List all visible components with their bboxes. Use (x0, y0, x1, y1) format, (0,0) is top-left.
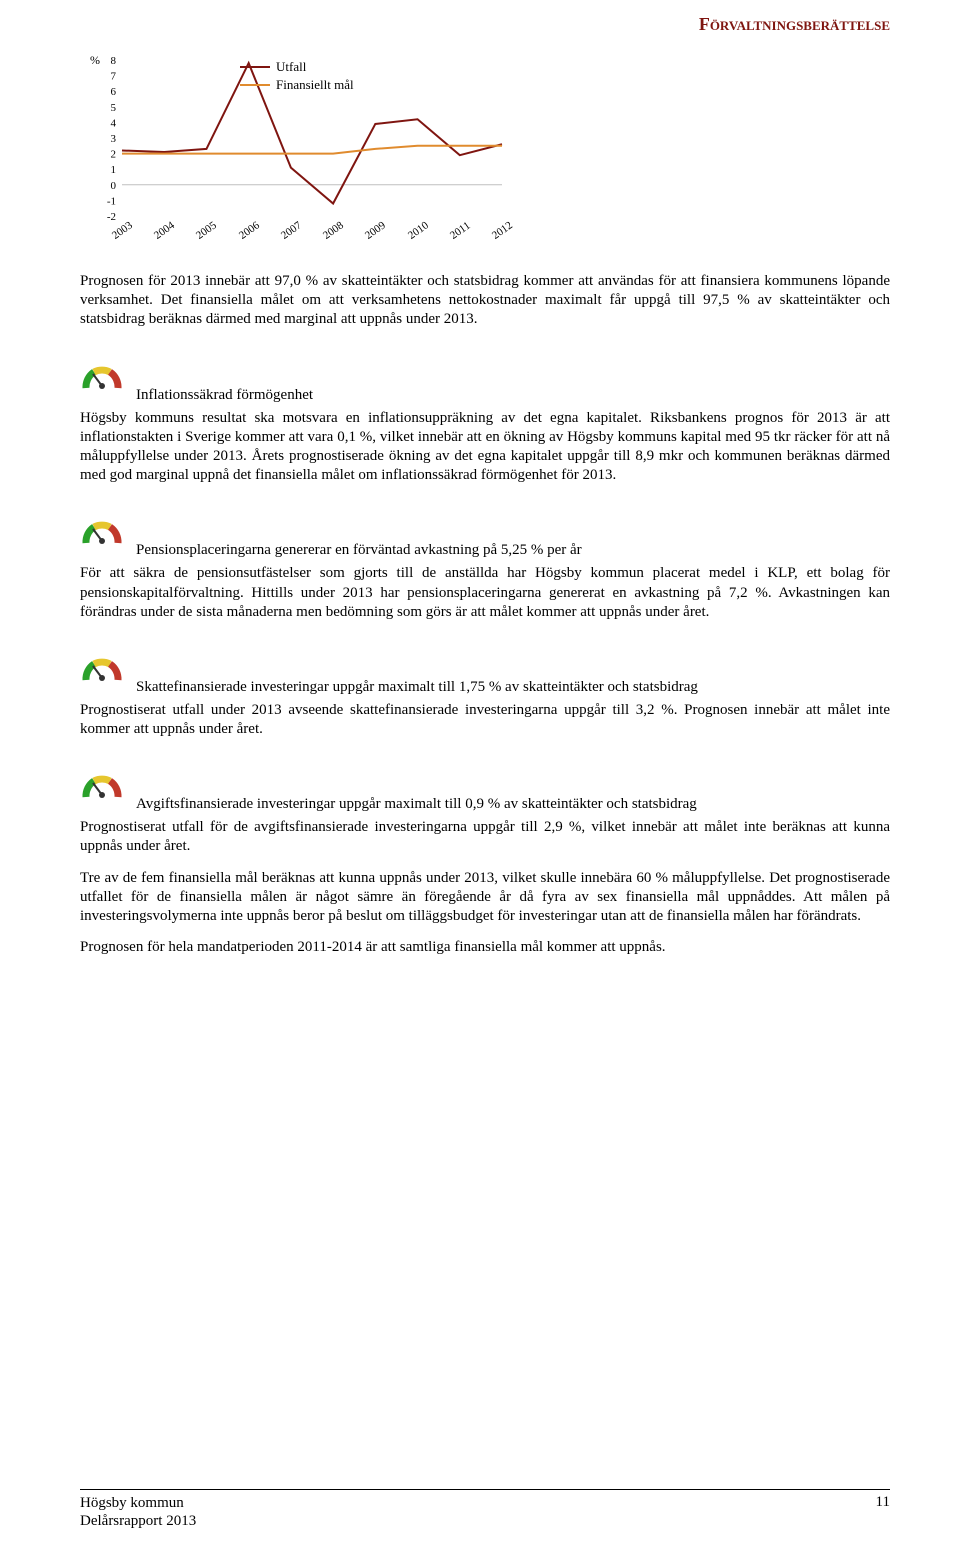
gauge-icon-wrap (80, 511, 124, 560)
svg-text:6: 6 (111, 86, 117, 98)
paragraph-after-chart: Prognosen för 2013 innebär att 97,0 % av… (80, 272, 890, 330)
goal-body: Prognostiserat utfall under 2013 avseend… (80, 701, 890, 739)
gauge-icon (80, 511, 124, 555)
svg-text:4: 4 (111, 117, 117, 129)
gauge-icon-wrap (80, 648, 124, 697)
svg-text:5: 5 (111, 102, 117, 114)
gauge-icon-wrap (80, 765, 124, 814)
gauge-icon (80, 356, 124, 400)
legend-label-mal: Finansiellt mål (276, 77, 354, 93)
svg-text:-1: -1 (107, 195, 116, 207)
gauge-icon (80, 648, 124, 692)
svg-text:8: 8 (111, 55, 117, 67)
goal-section: Inflationssäkrad förmögenhet (80, 356, 890, 405)
goal-section: Skattefinansierade investeringar uppgår … (80, 648, 890, 697)
footer-page-number: 11 (876, 1494, 890, 1511)
goal-title: Pensionsplaceringarna genererar en förvä… (136, 542, 582, 560)
goal-body: Högsby kommuns resultat ska motsvara en … (80, 409, 890, 486)
legend-swatch-utfall (240, 66, 270, 68)
footer-org: Högsby kommun (80, 1495, 184, 1511)
legend-label-utfall: Utfall (276, 59, 306, 75)
gauge-icon (80, 765, 124, 809)
svg-text:3: 3 (111, 133, 117, 145)
svg-text:1: 1 (111, 164, 117, 176)
goal-body: För att säkra de pensionsutfästelser som… (80, 564, 890, 622)
svg-text:7: 7 (111, 71, 117, 83)
goal-title: Avgiftsfinansierade investeringar uppgår… (136, 796, 697, 814)
svg-text:%: % (90, 54, 100, 67)
page-footer: Högsby kommun Delårsrapport 2013 11 (80, 1489, 890, 1530)
page-section-header: Förvaltningsberättelse (699, 14, 890, 35)
gauge-icon-wrap (80, 356, 124, 405)
goal-body: Prognostiserat utfall för de avgiftsfina… (80, 818, 890, 856)
goal-title: Skattefinansierade investeringar uppgår … (136, 679, 698, 697)
svg-text:0: 0 (111, 180, 117, 192)
closing-paragraph: Prognosen för hela mandatperioden 2011-2… (80, 938, 890, 957)
footer-report: Delårsrapport 2013 (80, 1513, 196, 1529)
chart-x-labels: 2003200420052006200720082009201020112012 (122, 228, 502, 250)
chart: -2-1012345678% Utfall Finansiellt mål 20… (80, 54, 510, 244)
svg-text:2: 2 (111, 149, 117, 161)
goal-section: Avgiftsfinansierade investeringar uppgår… (80, 765, 890, 814)
closing-paragraph: Tre av de fem finansiella mål beräknas a… (80, 869, 890, 927)
legend-swatch-mal (240, 84, 270, 86)
chart-legend: Utfall Finansiellt mål (240, 58, 354, 94)
svg-text:-2: -2 (107, 211, 116, 223)
goal-section: Pensionsplaceringarna genererar en förvä… (80, 511, 890, 560)
goal-title: Inflationssäkrad förmögenhet (136, 387, 313, 405)
